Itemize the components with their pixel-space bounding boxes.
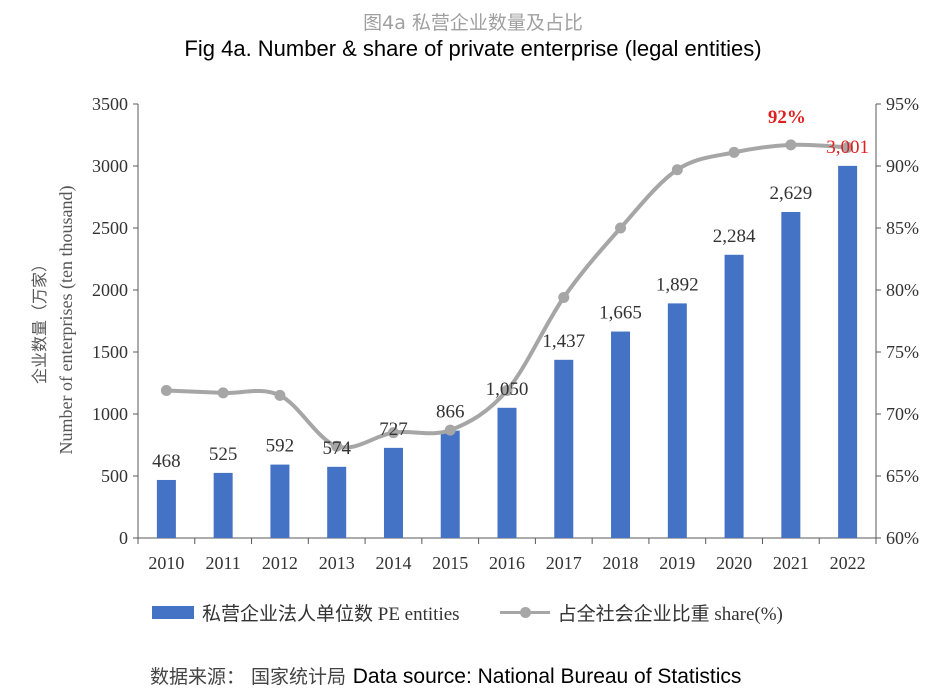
bar [270,464,290,538]
legend-bar-swatch [152,605,194,619]
share-point [501,384,513,396]
y-left-tick-label: 500 [101,466,128,486]
legend-bar-label: 私营企业法人单位数 PE entities [202,603,460,625]
bar [327,466,347,538]
bar-value-label: 2,629 [769,183,812,204]
bar [383,447,403,538]
x-tick-label: 2010 [148,553,184,573]
share-point [274,389,286,401]
x-tick-label: 2022 [830,553,866,573]
y-left-tick-label: 1000 [92,404,128,424]
bar [611,331,631,538]
y-right-tick-label: 95% [886,94,919,114]
x-tick-label: 2021 [773,553,809,573]
x-tick-label: 2016 [489,553,525,573]
legend: 私营企业法人单位数 PE entities 占全社会企业比重 share(%) [152,600,783,625]
bar [838,165,858,538]
share-point [331,440,343,452]
bar [156,479,176,538]
y-right-tick-label: 80% [886,280,919,300]
bar [554,359,574,538]
x-tick-label: 2018 [603,553,639,573]
bar-value-label: 592 [266,436,295,457]
y-right-tick-label: 65% [886,466,919,486]
bar [213,472,233,538]
x-tick-label: 2012 [262,553,298,573]
bar [781,212,801,538]
share-point [387,427,399,439]
x-tick-label: 2020 [716,553,752,573]
share-point [728,146,740,158]
y-left-tick-label: 3000 [92,156,128,176]
bar [440,430,460,538]
y-left-tick-label: 3500 [92,94,128,114]
share-line [166,142,848,450]
x-tick-label: 2014 [375,553,411,573]
y-axis-left-title: Number of enterprises (ten thousand) [56,186,77,455]
data-source-cn: 数据来源： 国家统计局 [150,666,347,688]
bar-value-label: 727 [379,419,408,440]
y-left-tick-label: 2500 [92,218,128,238]
bar-value-label: 1,665 [599,303,642,324]
y-left-tick-label: 2000 [92,280,128,300]
share-point [160,384,172,396]
y-right-tick-label: 75% [886,342,919,362]
x-tick-label: 2015 [432,553,468,573]
bar-value-label: 866 [436,402,465,423]
bar [667,303,687,538]
data-source-en: Data source: National Bureau of Statisti… [352,665,742,688]
share-point [842,141,854,153]
bar-value-label: 1,050 [486,379,529,400]
x-tick-label: 2017 [546,553,582,573]
bar-value-label: 525 [209,444,238,465]
chart-title-cn: 图4a 私营企业数量及占比 [363,12,583,34]
y-right-tick-label: 60% [886,528,919,548]
chart-title: Fig 4a. Number & share of private enterp… [184,36,762,61]
y-right-tick-label: 70% [886,404,919,424]
y-axis-left-title-cn: 企业数量（万家） [30,256,49,384]
bar-value-label: 2,284 [713,226,756,247]
bar-value-label: 468 [152,451,181,472]
y-right-tick-label: 90% [886,156,919,176]
y-left-tick-label: 0 [119,528,128,548]
y-right-tick-label: 85% [886,218,919,238]
share-annotation: 92% [768,107,806,128]
share-point [785,139,797,151]
share-point [444,424,456,436]
share-point [217,387,229,399]
bar-value-label: 1,892 [656,274,699,295]
bar [724,254,744,538]
share-point [615,222,627,234]
share-point [558,291,570,303]
x-tick-label: 2011 [205,553,240,573]
legend-line-label: 占全社会企业比重 share(%) [557,603,783,625]
share-point [671,164,683,176]
bar-value-label: 574 [322,438,351,459]
bar [497,407,517,538]
data-source: 数据来源： 国家统计局 Data source: National Bureau… [150,662,946,689]
x-tick-label: 2019 [659,553,695,573]
bar-value-label: 3,001 [826,137,869,158]
bar-value-label: 1,437 [542,331,585,352]
y-left-tick-label: 1500 [92,342,128,362]
legend-line-swatch [499,605,550,619]
x-tick-label: 2013 [319,553,355,573]
